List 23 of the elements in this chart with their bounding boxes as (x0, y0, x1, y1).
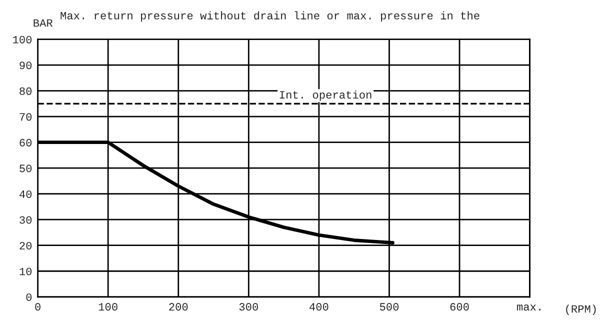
x-tick-label: 100 (98, 303, 118, 311)
chart-title: Max. return pressure without drain line or max. pressure in the (60, 11, 480, 22)
x-tick-label: max. (517, 304, 540, 311)
x-tick-label: 400 (310, 303, 328, 311)
y-tick-label: 70 (20, 113, 32, 121)
y-tick-label: 0 (26, 293, 32, 302)
x-tick-label: 600 (450, 303, 469, 311)
y-tick-label: 100 (13, 36, 32, 44)
y-tick-label: 50 (20, 164, 32, 172)
y-tick-label: 20 (20, 242, 32, 250)
y-tick-label: 90 (20, 62, 32, 70)
y-tick-label: 10 (20, 268, 32, 276)
y-tick-label: 40 (19, 190, 32, 198)
x-axis-title: (RPM) (566, 304, 596, 315)
ref-line-label: Int. operation (280, 90, 372, 101)
y-tick-label: 60 (20, 138, 32, 146)
x-tick-label: 300 (239, 303, 258, 311)
y-tick-label: 80 (20, 87, 32, 95)
x-tick-label: 500 (380, 303, 399, 311)
x-tick-label: 200 (169, 303, 188, 311)
y-tick-label: 30 (20, 216, 32, 224)
y-axis-title: BAR (34, 19, 53, 27)
x-tick-label: 0 (35, 303, 40, 311)
